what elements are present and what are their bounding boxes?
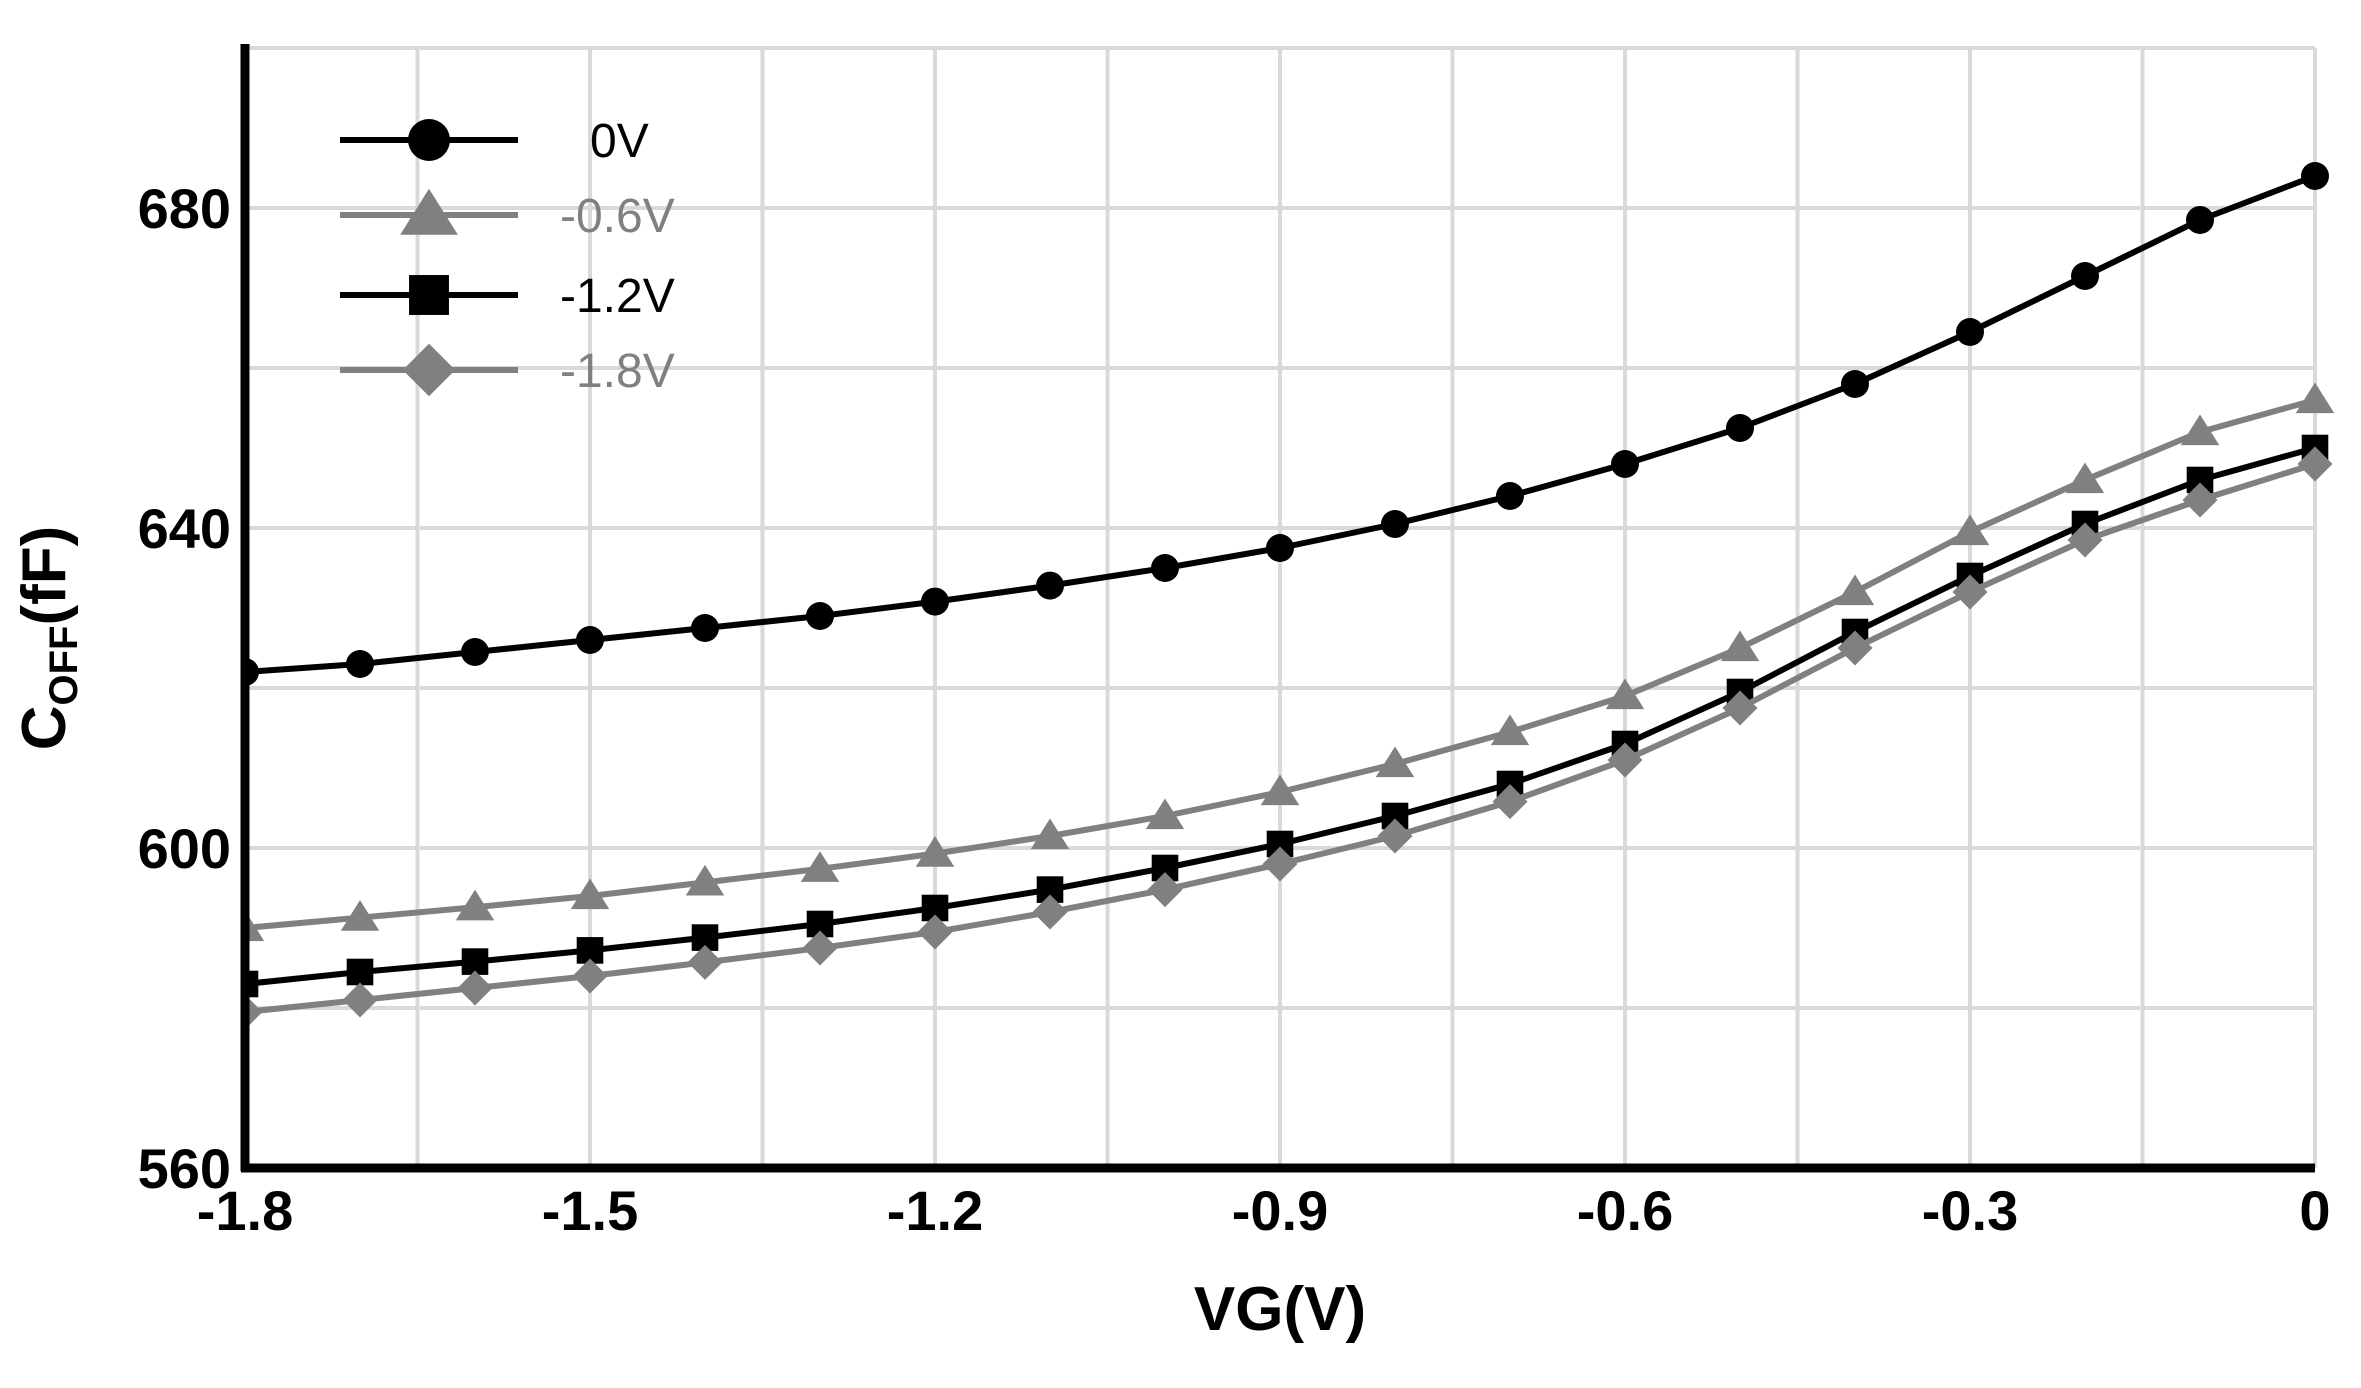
data-point xyxy=(800,851,840,882)
y-tick-label: 600 xyxy=(138,817,231,880)
data-point xyxy=(1377,818,1413,854)
x-tick-label: -0.9 xyxy=(1232,1179,1329,1242)
data-point xyxy=(1837,630,1873,666)
data-point xyxy=(1151,554,1179,582)
x-tick-label: -1.5 xyxy=(542,1179,639,1242)
data-point xyxy=(1381,510,1409,538)
legend-entry: -0.6V xyxy=(340,188,675,243)
data-point xyxy=(1260,774,1300,806)
series-layer xyxy=(245,162,2335,1030)
data-point xyxy=(921,587,949,616)
data-point xyxy=(917,914,953,950)
data-point xyxy=(685,864,725,896)
legend-label: -0.6V xyxy=(560,190,675,243)
data-point xyxy=(342,982,378,1018)
data-point xyxy=(2067,522,2103,558)
x-axis-title: VG(V) xyxy=(1194,1275,1366,1344)
legend: 0V -0.6V -1.2V -1.8V xyxy=(340,115,675,398)
data-point xyxy=(802,930,838,966)
data-point xyxy=(455,889,495,921)
legend-marker xyxy=(409,275,449,315)
data-point xyxy=(2301,162,2329,190)
y-axis-title-main: C xyxy=(10,706,79,751)
data-point xyxy=(1492,784,1528,820)
data-point xyxy=(1720,630,1760,662)
data-point xyxy=(1147,872,1183,908)
series-triangle xyxy=(245,382,2335,942)
data-point xyxy=(915,836,955,867)
x-tick-label: 0 xyxy=(2299,1179,2330,1242)
data-point xyxy=(1835,574,1875,606)
y-tick-label: 560 xyxy=(138,1137,231,1200)
grid xyxy=(245,46,2317,1168)
data-point xyxy=(576,626,604,654)
y-axis-title-unit: (fF) xyxy=(10,526,79,626)
data-point xyxy=(1490,714,1530,746)
data-point xyxy=(1950,514,1990,546)
y-axis-title-subscript: OFF xyxy=(42,626,86,706)
axes xyxy=(240,44,2315,1173)
legend-label: -1.8V xyxy=(560,345,675,398)
legend-marker xyxy=(402,343,456,397)
data-point xyxy=(2186,206,2214,234)
data-point xyxy=(1266,534,1294,562)
data-point xyxy=(461,948,489,975)
data-point xyxy=(691,614,719,642)
legend-marker xyxy=(400,188,458,235)
legend-entry: -1.2V xyxy=(340,270,675,323)
data-point xyxy=(2182,482,2218,518)
data-point xyxy=(687,944,723,980)
data-point xyxy=(1036,571,1064,600)
legend-entry: 0V xyxy=(340,115,649,168)
legend-marker xyxy=(408,119,450,161)
data-point xyxy=(1262,846,1298,882)
data-point xyxy=(2180,414,2220,446)
data-point xyxy=(2295,382,2335,414)
data-point xyxy=(1605,678,1645,710)
data-point xyxy=(1956,318,1984,346)
data-point xyxy=(340,900,380,931)
legend-entry: -1.8V xyxy=(340,343,675,398)
data-point xyxy=(1145,798,1185,830)
data-point xyxy=(1030,818,1070,850)
data-point xyxy=(1722,690,1758,726)
data-point xyxy=(346,958,374,986)
y-tick-label: 640 xyxy=(138,497,231,560)
x-tick-label: -1.8 xyxy=(197,1179,294,1242)
data-point xyxy=(1726,414,1754,442)
x-tick-label: -1.2 xyxy=(887,1179,984,1242)
y-axis-title: COFF(fF) xyxy=(10,526,86,751)
data-point xyxy=(2297,446,2333,482)
legend-label: 0V xyxy=(590,115,649,168)
data-point xyxy=(2065,462,2105,494)
x-tick-label: -0.6 xyxy=(1577,1179,1674,1242)
data-point xyxy=(461,638,489,666)
data-point xyxy=(572,958,608,994)
x-tick-label: -0.3 xyxy=(1922,1179,2019,1242)
data-point xyxy=(1496,482,1524,510)
data-point xyxy=(457,970,493,1006)
data-point xyxy=(1032,894,1068,930)
data-point xyxy=(1375,746,1415,778)
data-point xyxy=(1952,574,1988,610)
data-point xyxy=(346,650,374,678)
data-point xyxy=(245,910,265,942)
data-point xyxy=(2071,262,2099,290)
data-point xyxy=(570,878,610,910)
data-point xyxy=(1841,370,1869,398)
legend-label: -1.2V xyxy=(560,270,675,323)
tick-labels: -1.8 -1.5 -1.2 -0.9 -0.6 -0.3 0 560 600 640 680 xyxy=(138,177,2331,1242)
series-diamond xyxy=(245,446,2333,1030)
data-point xyxy=(1607,742,1643,778)
data-point xyxy=(1611,450,1639,478)
series-circle xyxy=(245,162,2329,686)
y-tick-label: 680 xyxy=(138,177,231,240)
data-point xyxy=(806,602,834,630)
